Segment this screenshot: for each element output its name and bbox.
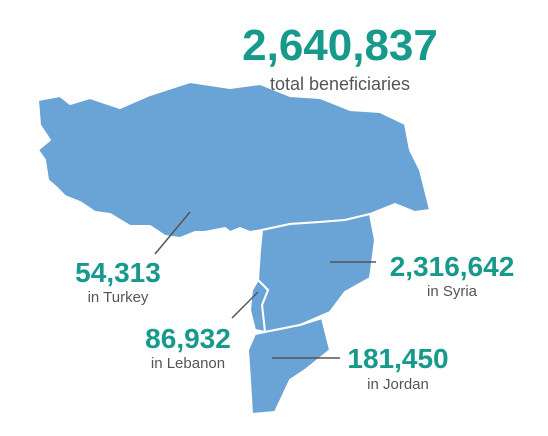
syria-shape	[257, 213, 376, 333]
turkey-shape	[37, 81, 431, 239]
region-value: 86,932	[145, 323, 231, 354]
region-value: 54,313	[75, 257, 161, 288]
region-label: in Turkey	[88, 289, 149, 306]
lebanon-leader	[231, 291, 259, 319]
total-label: total beneficiaries	[270, 74, 410, 94]
lebanon-shape	[249, 279, 269, 333]
total-value: 2,640,837	[242, 21, 438, 70]
region-label: in Syria	[427, 283, 478, 300]
turkey-leader	[154, 211, 191, 255]
region-label: in Jordan	[367, 376, 429, 393]
region-label: in Lebanon	[151, 355, 225, 372]
region-value: 2,316,642	[390, 251, 515, 282]
jordan-shape	[247, 317, 331, 415]
region-value: 181,450	[347, 343, 448, 374]
